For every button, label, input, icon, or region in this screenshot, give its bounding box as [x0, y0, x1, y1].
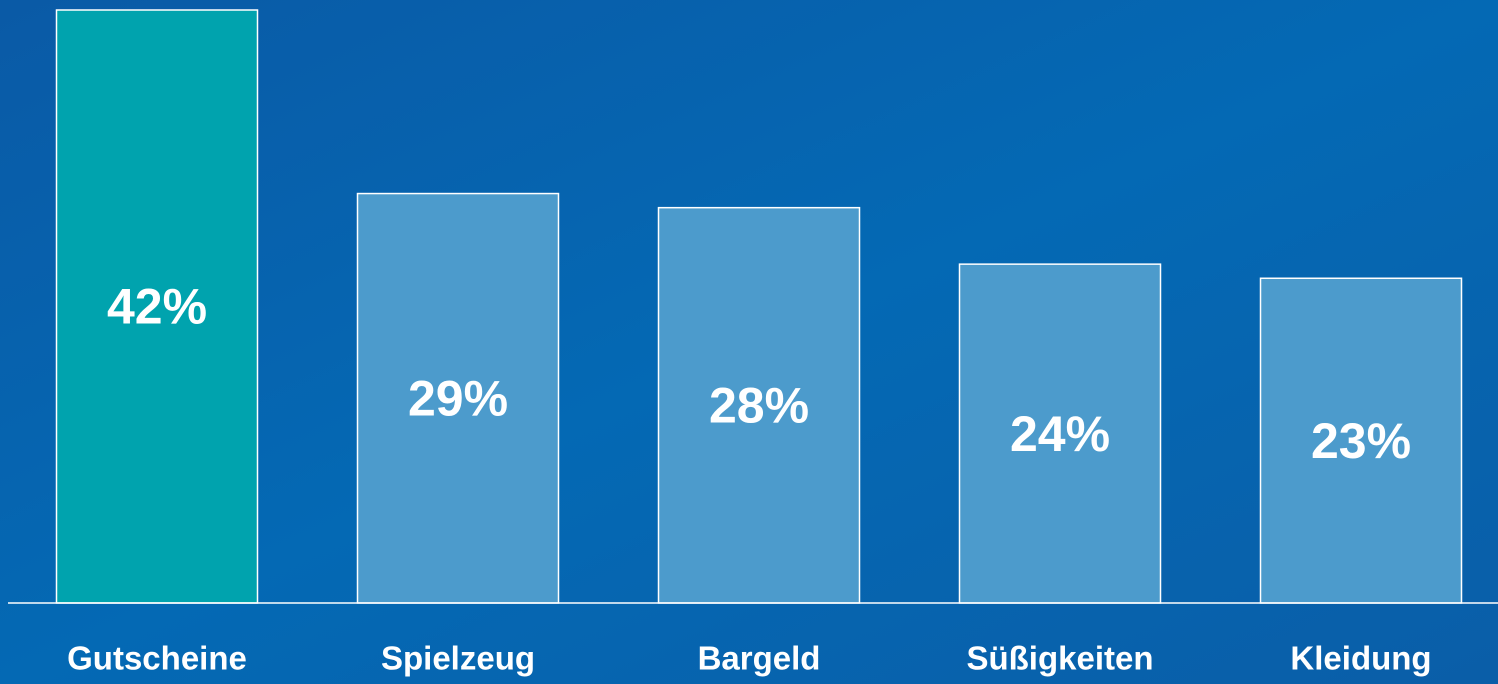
value-label: 42%	[107, 279, 207, 335]
bar	[356, 192, 560, 604]
value-label: 28%	[709, 378, 809, 434]
x-tick-label: Bargeld	[698, 640, 821, 677]
x-tick-label: Gutscheine	[67, 640, 247, 677]
x-tick-label: Spielzeug	[381, 640, 535, 677]
bar	[55, 9, 259, 604]
value-label: 29%	[408, 370, 508, 426]
bar	[958, 263, 1162, 604]
bar	[657, 206, 861, 604]
value-label: 24%	[1010, 406, 1110, 462]
x-tick-label: Kleidung	[1290, 640, 1431, 677]
value-label: 23%	[1311, 413, 1411, 469]
x-tick-label: Süßigkeiten	[966, 640, 1153, 677]
